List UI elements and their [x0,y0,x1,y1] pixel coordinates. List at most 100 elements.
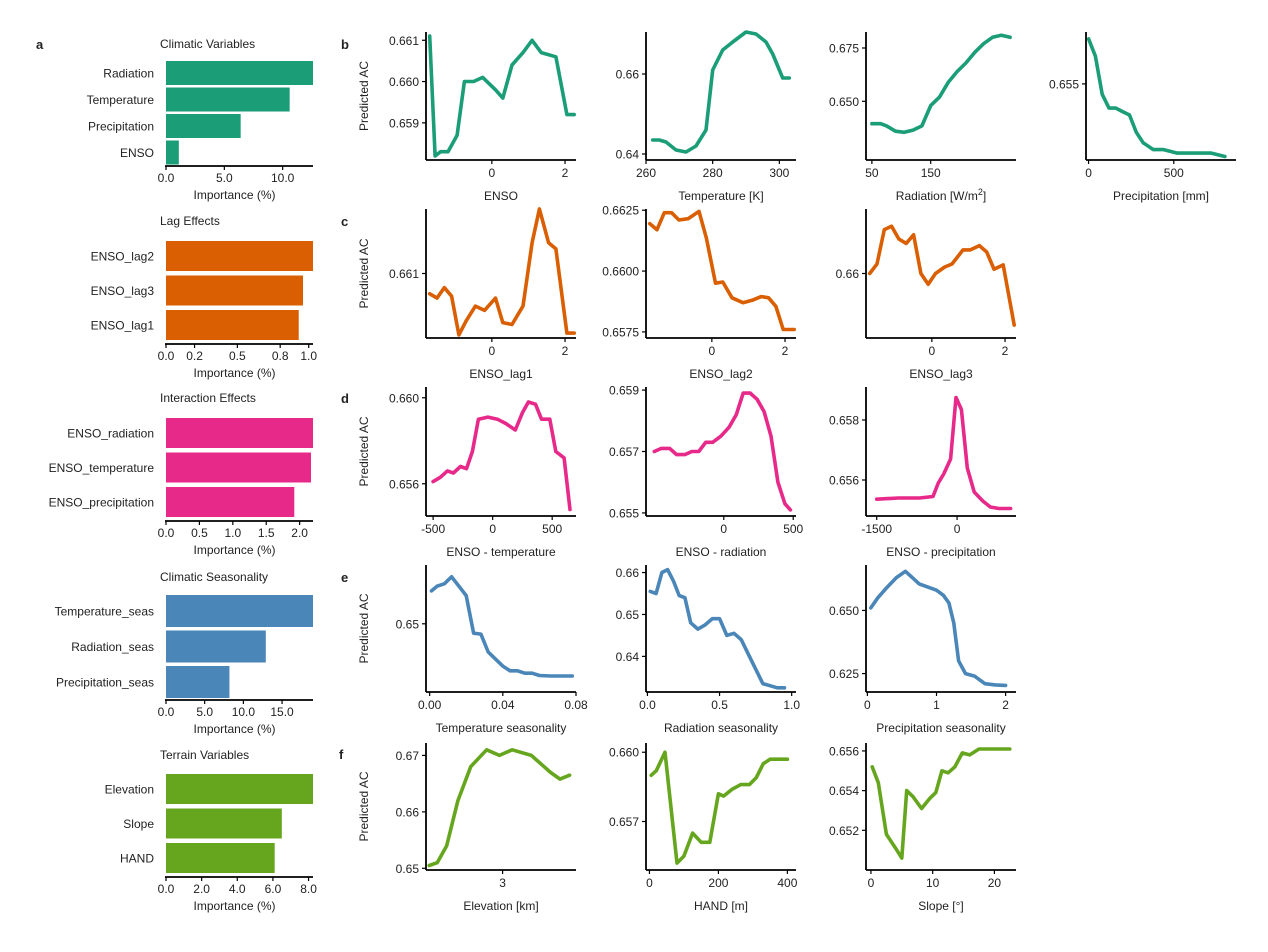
chart-title: Interaction Effects [160,391,256,405]
bar [166,114,241,138]
x-axis-label-suffix: ] [983,189,986,203]
x-tick-label: 0.5 [229,349,246,363]
panel-label-f: f [339,747,344,762]
x-axis-label: Temperature seasonality [436,721,567,735]
x-axis-label-text: ENSO - temperature [446,545,556,559]
bar [166,87,290,112]
y-tick-label: 0.657 [609,445,639,459]
x-tick-label: 6.0 [265,882,282,896]
x-tick-label: 200 [708,876,728,890]
x-tick-label: 50 [865,166,879,180]
x-tick-label: 5.0 [196,705,213,719]
x-tick-label: 0.8 [272,349,289,363]
x-axis-label: ENSO - temperature [446,545,556,559]
y-tick-label: 0.656 [829,744,859,758]
y-tick-label: 0.66 [616,566,640,580]
y-axis-label: Predicted AC [357,416,371,486]
x-tick-label: 1.5 [258,526,275,540]
y-tick-label: 0.64 [616,650,640,664]
x-tick-label: 1.0 [224,526,241,540]
category-label: ENSO_temperature [49,461,155,475]
bar [166,630,266,663]
x-tick-label: 0 [954,522,961,536]
y-tick-label: 0.65 [396,862,420,876]
x-tick-label: 1.0 [300,349,317,363]
x-tick-label: 0.0 [158,171,175,185]
y-tick-label: 0.650 [829,95,859,109]
bar-terrain: Terrain Variables Elevation Slope HAND 0.0 2.… [105,748,318,913]
x-axis-label: Importance (%) [193,722,275,736]
y-tick-label: 0.659 [609,384,639,398]
y-tick-label: 0.6575 [602,325,639,339]
x-tick-label: 500 [542,522,562,536]
bar [166,140,179,165]
x-tick-label: 0 [646,876,653,890]
y-tick-label: 0.661 [389,267,419,281]
panel-label-a: a [36,37,44,52]
category-label: HAND [120,852,154,866]
x-tick-label: 1 [933,698,940,712]
x-axis-label-text: ENSO_lag1 [469,367,533,381]
pdp-temperature-seasonality: 0.00 0.04 0.08 0.65 Temperature seasonality P… [357,565,588,735]
category-label: ENSO_lag1 [91,319,155,333]
series-line [1086,37,1227,159]
x-tick-label: 2 [782,344,789,358]
y-tick-label: 0.650 [829,604,859,618]
y-tick-label: 0.660 [609,746,639,760]
y-tick-label: 0.652 [829,824,859,838]
x-tick-label: 10 [926,876,940,890]
bar [166,275,304,306]
x-tick-label: 0.0 [639,698,656,712]
x-axis-label-text: Elevation [km] [463,899,538,913]
x-tick-label: 0 [720,522,727,536]
x-tick-label: 0 [709,344,716,358]
y-axis-label: Predicted AC [357,61,371,131]
y-tick-label: 0.625 [829,667,859,681]
category-label: ENSO_lag2 [91,250,155,264]
x-axis-label: ENSO - precipitation [886,545,995,559]
panel-label-c: c [341,214,348,229]
series-line [650,30,792,154]
x-axis-label-text: Precipitation seasonality [876,721,1005,735]
x-tick-label: 4.0 [229,882,246,896]
y-tick-label: 0.660 [389,391,419,405]
bar [166,843,275,873]
pdp-precipitation-seasonality: 0 1 2 0.625 0.650 Precipitation seasonality [829,565,1016,735]
y-tick-label: 0.658 [829,414,859,428]
x-tick-label: 300 [769,166,789,180]
x-tick-label: 5.0 [216,171,233,185]
x-tick-label: 2.0 [193,882,210,896]
bar [166,595,313,627]
x-axis-label: ENSO [484,189,518,203]
y-tick-label: 0.65 [396,617,420,631]
x-tick-label: 0 [489,166,496,180]
chart-title: Climatic Seasonality [160,570,268,584]
panel-label-b: b [341,37,349,52]
pdp-enso: 0 2 0.659 0.660 0.661 ENSO Predicted AC [357,32,577,203]
x-tick-label: 2 [1002,344,1009,358]
pdp-enso-temperature: -500 0 500 0.656 0.660 ENSO - temperature Pred… [357,387,576,559]
y-tick-label: 0.67 [396,749,420,763]
pdp-enso-radiation: 0 500 0.655 0.657 0.659 ENSO - radiation [609,384,804,559]
x-axis-label: Precipitation seasonality [876,721,1005,735]
pdp-enso-lag1: 0 2 0.661 ENSO_lag1 Predicted AC [357,207,577,381]
category-label: ENSO_lag3 [91,284,155,298]
y-tick-label: 0.675 [829,42,859,56]
pdp-enso-lag2: 0 2 0.6575 0.6600 0.6625 ENSO_lag2 [602,204,797,381]
pdp-precipitation: 0 500 0.655 Precipitation [mm] [1049,32,1236,203]
x-tick-label: 0.2 [186,349,203,363]
category-label: ENSO_radiation [67,427,154,441]
pdp-hand: 0 200 400 0.657 0.660 HAND [m] [609,743,798,913]
x-tick-label: 0 [868,876,875,890]
x-tick-label: 500 [783,522,803,536]
chart-title: Climatic Variables [160,37,255,51]
x-axis-label: Radiation [W/m2] [896,187,986,203]
pdp-elevation: 3 0.65 0.66 0.67 Elevation [km] Predicted AC [357,743,576,913]
series-line [647,209,797,332]
series-line [427,747,572,868]
pdp-temperature: 260 280 300 0.64 0.66 Temperature [K] [616,30,796,203]
x-axis-label-text: Precipitation [mm] [1113,189,1209,203]
category-label: Slope [123,817,154,831]
x-axis-label-text: ENSO_lag3 [909,367,973,381]
